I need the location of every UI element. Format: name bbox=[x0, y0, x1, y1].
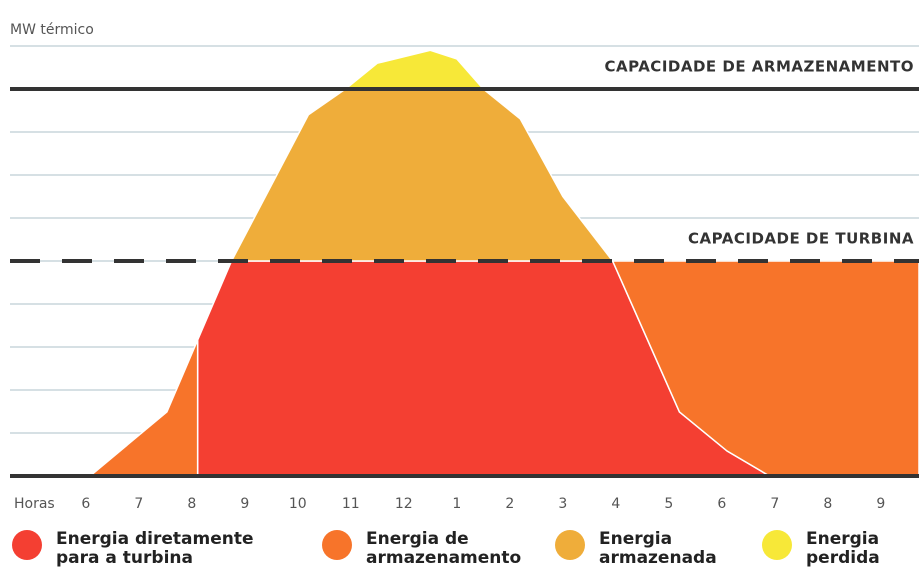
x-tick-label: 7 bbox=[134, 496, 143, 512]
x-tick-label: 9 bbox=[240, 496, 249, 512]
legend-swatch bbox=[12, 530, 42, 560]
legend-item: Energia armazenada bbox=[555, 530, 729, 568]
x-tick-label: 9 bbox=[876, 496, 885, 512]
x-tick-label: 8 bbox=[823, 496, 832, 512]
area bbox=[87, 339, 199, 477]
threshold-label: CAPACIDADE DE ARMAZENAMENTO bbox=[604, 58, 914, 76]
x-tick-label: 1 bbox=[452, 496, 461, 512]
x-tick-label: 3 bbox=[558, 496, 567, 512]
legend-item: Energia perdida bbox=[762, 530, 906, 568]
area bbox=[343, 49, 485, 90]
legend-label: Energia armazenada bbox=[599, 529, 717, 568]
chart: MW térmico Horas CAPACIDADE DE ARMAZENAM… bbox=[10, 22, 919, 512]
x-axis-label: Horas bbox=[14, 496, 55, 512]
x-tick-label: 10 bbox=[289, 496, 307, 512]
x-tick-label: 6 bbox=[81, 496, 90, 512]
x-tick-label: 12 bbox=[395, 496, 413, 512]
x-tick-label: 6 bbox=[717, 496, 726, 512]
y-axis-label: MW térmico bbox=[10, 22, 94, 38]
x-tick-label: 4 bbox=[611, 496, 620, 512]
x-tick-label: 7 bbox=[770, 496, 779, 512]
legend-swatch bbox=[762, 530, 792, 560]
legend-label: Energia diretamente para a turbina bbox=[56, 529, 254, 568]
threshold-label: CAPACIDADE DE TURBINA bbox=[688, 230, 914, 248]
area bbox=[230, 88, 615, 262]
legend-swatch bbox=[322, 530, 352, 560]
legend-item: Energia de armazenamento bbox=[322, 530, 556, 568]
legend-swatch bbox=[555, 530, 585, 560]
x-tick-label: 5 bbox=[664, 496, 673, 512]
legend-item: Energia diretamente para a turbina bbox=[12, 530, 301, 568]
x-tick-label: 11 bbox=[342, 496, 360, 512]
legend-label: Energia de armazenamento bbox=[366, 529, 522, 568]
x-tick-label: 2 bbox=[505, 496, 514, 512]
x-tick-label: 8 bbox=[187, 496, 196, 512]
legend-label: Energia perdida bbox=[806, 529, 880, 568]
